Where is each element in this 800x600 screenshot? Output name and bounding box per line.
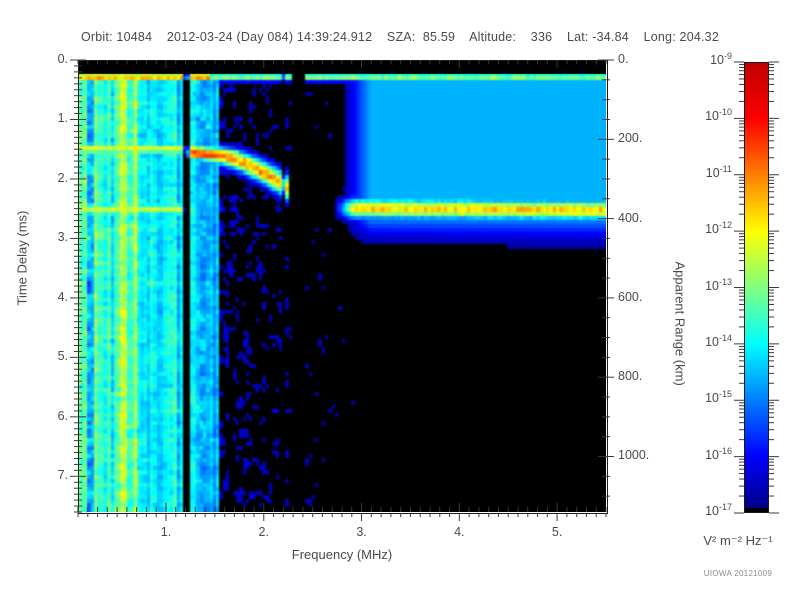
y-tick-label-left: 4. bbox=[57, 289, 68, 304]
y-tick-label-left: 0. bbox=[57, 52, 68, 66]
y-tick-label-left: 3. bbox=[57, 230, 68, 245]
header-metadata: Orbit: 10484 2012-03-24 (Day 084) 14:39:… bbox=[81, 30, 719, 44]
y-tick-label-right: 200. bbox=[618, 131, 643, 146]
colorbar-tick-label: 10-11 bbox=[705, 163, 732, 180]
colorbar-unit-label: V² m⁻² Hz⁻¹ bbox=[676, 533, 800, 549]
y-tick-label-left: 6. bbox=[57, 408, 68, 423]
colorbar-tick-label: 10-17 bbox=[705, 501, 732, 518]
y-tick-label-right: 600. bbox=[618, 289, 643, 304]
y-tick-label-left: 5. bbox=[57, 349, 68, 364]
x-tick-label: 2. bbox=[258, 525, 269, 539]
colorbar bbox=[744, 62, 769, 513]
spectrogram-plot-area bbox=[78, 60, 606, 512]
y-tick-label-left: 1. bbox=[57, 111, 68, 126]
y-tick-label-right: 800. bbox=[618, 369, 643, 384]
colorbar-gradient bbox=[745, 63, 768, 512]
y-tick-label-right: 1000. bbox=[618, 448, 650, 463]
x-tick-label: 5. bbox=[551, 525, 563, 539]
colorbar-tick-label: 10-12 bbox=[705, 219, 732, 237]
y-tick-label-right: 400. bbox=[618, 210, 643, 225]
colorbar-tick-label: 10-14 bbox=[705, 332, 732, 349]
x-tick-label: 3. bbox=[356, 525, 367, 539]
x-axis-title: Frequency (MHz) bbox=[291, 547, 393, 562]
y-tick-label-left: 7. bbox=[57, 468, 68, 483]
colorbar-tick-label: 10-13 bbox=[705, 276, 732, 293]
colorbar-unit-text: V² m⁻² Hz⁻¹ bbox=[703, 533, 773, 548]
figure-credit: UIOWA 20121009 bbox=[703, 569, 773, 578]
colorbar-tick-label: 10-16 bbox=[705, 445, 732, 462]
y-tick-label-right: 0. bbox=[618, 52, 629, 66]
colorbar-tick-label: 10-15 bbox=[705, 389, 732, 406]
x-tick-label: 4. bbox=[454, 525, 465, 539]
colorbar-tick-label: 10-9 bbox=[710, 50, 732, 67]
y-tick-label-left: 2. bbox=[57, 170, 68, 185]
colorbar-tick-label: 10-10 bbox=[705, 107, 732, 124]
spectrogram-canvas bbox=[78, 60, 606, 512]
x-tick-label: 1. bbox=[160, 525, 172, 539]
